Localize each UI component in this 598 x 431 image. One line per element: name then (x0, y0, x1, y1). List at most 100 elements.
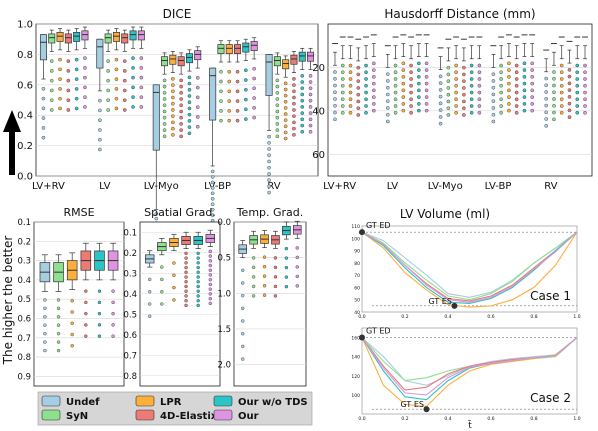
case-label: Case 2 (530, 391, 571, 405)
y-tick-label: 0.5 (217, 254, 231, 264)
outlier-point (196, 289, 200, 293)
outlier-point (66, 88, 71, 93)
outlier-point (567, 81, 572, 86)
outlier-point (56, 348, 61, 353)
outlier-point (462, 86, 466, 90)
y-tick-label: 40 (312, 106, 325, 117)
outlier-point (340, 110, 345, 115)
outlier-point (83, 75, 87, 80)
outlier-point (227, 79, 232, 84)
outlier-point (462, 72, 466, 77)
outlier-point (292, 114, 296, 118)
outlier-point (552, 117, 556, 122)
outlier-point (364, 70, 368, 75)
legend-item-4d-elastix: 4D-Elastix (135, 409, 218, 422)
box-undef-rv (265, 54, 273, 195)
outlier-point (196, 284, 200, 289)
outlier-point (262, 255, 267, 259)
box-body (225, 44, 233, 54)
outlier-point (106, 108, 110, 112)
outlier-point (208, 249, 213, 254)
outlier-point (122, 88, 127, 93)
outlier-point (114, 87, 119, 91)
y-tick-label: 0.2 (123, 249, 137, 259)
outlier-point (393, 70, 398, 75)
outlier-point (393, 97, 398, 102)
outlier-point (446, 92, 451, 97)
outlier-point (241, 306, 245, 311)
outlier-point (283, 112, 288, 116)
outlier-point (417, 88, 421, 93)
y-tick-label: 20 (312, 63, 325, 74)
outlier-point (409, 110, 413, 115)
outlier-point (514, 77, 519, 81)
outlier-point (469, 83, 474, 88)
outlier-point (187, 125, 192, 129)
outlier-point (98, 128, 102, 132)
outlier-point (43, 298, 47, 302)
outlier-point (333, 90, 337, 95)
outlier-point (393, 90, 398, 95)
outlier-point (210, 202, 215, 207)
outlier-point (491, 119, 496, 124)
outlier-point (154, 216, 159, 221)
outlier-point (340, 97, 345, 102)
outlier-point (522, 108, 527, 113)
outlier-point (196, 275, 200, 279)
outlier-point (300, 117, 305, 122)
hausdorff-chart: Hausdorff Distance (mm) 20 40 60 LV+RV LV LV-M… (312, 7, 593, 192)
outlier-point (401, 108, 406, 113)
y-tick-label: 0.6 (17, 314, 31, 324)
outlier-point (267, 134, 271, 139)
y-tick-label: 0.8 (123, 372, 137, 382)
outlier-point (49, 78, 54, 83)
box-our (292, 220, 302, 288)
outlier-point (283, 136, 288, 141)
outlier-point (544, 117, 548, 121)
box-body (152, 84, 160, 151)
box-our-lv-bp (529, 34, 536, 113)
outlier-point (507, 61, 511, 66)
box-body (307, 51, 315, 62)
outlier-point (300, 105, 305, 109)
outlier-point (491, 99, 496, 104)
box-4d-elastix-rv (566, 40, 573, 119)
outlier-point (308, 92, 313, 97)
outlier-point (469, 70, 474, 75)
outlier-point (333, 103, 337, 108)
outlier-point (210, 207, 215, 212)
outlier-point (424, 68, 429, 72)
outlier-point (292, 120, 296, 125)
outlier-point (172, 298, 176, 302)
outlier-point (295, 246, 299, 250)
outlier-point (348, 104, 353, 108)
outlier-point (219, 99, 223, 103)
outlier-point (235, 109, 240, 113)
dice-chart: DICE 0.0 0.2 0.4 0.6 0.8 1.0 LV+RV LV LV-Myo LV-BP… (17, 7, 319, 257)
outlier-point (283, 81, 288, 86)
outlier-point (41, 116, 46, 120)
y-tick-label: 0.4 (17, 276, 31, 286)
outlier-point (340, 104, 345, 108)
outlier-point (514, 110, 519, 115)
outlier-point (171, 77, 175, 81)
box-lpr-lv (112, 28, 120, 111)
outlier-point (567, 115, 572, 119)
outlier-point (241, 332, 245, 336)
outlier-point (385, 106, 390, 110)
box-our-rv (307, 47, 315, 134)
outlier-point (575, 70, 580, 75)
box-our-lv-bp (250, 37, 258, 120)
outlier-point (424, 95, 429, 99)
outlier-point (49, 88, 54, 93)
outlier-point (70, 321, 74, 325)
y-tick-label: 160 (351, 336, 360, 342)
outlier-point (244, 117, 248, 121)
box-undef-lv-rv (332, 43, 338, 122)
outlier-point (172, 273, 176, 277)
outlier-point (507, 88, 511, 93)
outlier-point (477, 104, 482, 108)
outlier-point (401, 102, 406, 106)
outlier-point (171, 101, 175, 106)
rmse-frame (33, 221, 125, 387)
